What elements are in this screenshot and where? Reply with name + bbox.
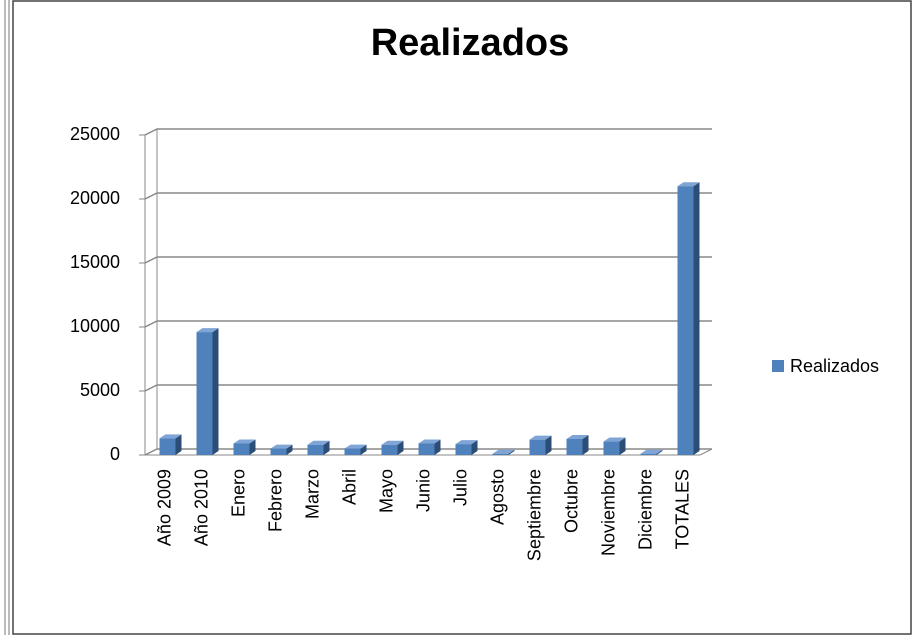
floor-edge (699, 448, 713, 456)
grid-line (144, 128, 712, 136)
bar-front (159, 438, 176, 455)
bar-front (492, 453, 509, 455)
bar-top (270, 444, 293, 449)
bar (344, 444, 367, 455)
bar-front (233, 443, 250, 455)
bar-front (344, 448, 361, 455)
bar-top (233, 439, 256, 444)
bar-side (508, 449, 515, 455)
x-tick-label: Junio (413, 469, 433, 512)
bar-side (212, 328, 219, 455)
bar (492, 449, 515, 455)
bar-top (344, 444, 367, 449)
bar-side (286, 444, 293, 455)
bar (307, 440, 330, 455)
bar-top (492, 449, 515, 454)
x-tick-label: Enero (228, 469, 248, 517)
bar (233, 439, 256, 455)
bar-side (175, 434, 182, 455)
x-tick-label: Marzo (302, 469, 322, 519)
bar-front (270, 448, 287, 455)
bar-top (640, 449, 663, 454)
grid-line (144, 320, 712, 328)
y-tick-label: 0 (110, 444, 120, 464)
bar-top (677, 182, 700, 187)
grid-line (144, 256, 712, 264)
grid-line (144, 448, 712, 456)
x-tick-label: Mayo (376, 469, 396, 513)
bar-top (455, 440, 478, 445)
bar-side (656, 449, 663, 455)
legend-swatch (772, 360, 784, 372)
bar-front (640, 453, 657, 455)
bar-side (545, 435, 552, 455)
x-tick-label: Año 2010 (191, 469, 211, 546)
bar (677, 182, 700, 455)
x-tick-label: Diciembre (635, 469, 655, 550)
bar-side (397, 440, 404, 455)
x-tick-label: Abril (339, 469, 359, 505)
x-tick-label: TOTALES (672, 469, 692, 549)
chart-title: Realizados (371, 22, 570, 64)
legend-label: Realizados (790, 356, 879, 376)
x-tick-label: Septiembre (524, 469, 544, 561)
bar-front (381, 444, 398, 455)
bar-top (159, 434, 182, 439)
bar-side (434, 439, 441, 455)
y-tick-label: 15000 (70, 252, 120, 272)
bar (270, 444, 293, 455)
bar-side (582, 435, 589, 455)
bar-front (566, 439, 583, 455)
x-tick-label: Agosto (487, 469, 507, 525)
grid-line (144, 192, 712, 200)
bar-top (603, 437, 626, 442)
bar (159, 434, 182, 455)
bar-front (603, 441, 620, 455)
bar-top (196, 328, 219, 333)
bar (455, 440, 478, 455)
x-tick-label: Julio (450, 469, 470, 506)
bar-side (619, 437, 626, 455)
bar (640, 449, 663, 455)
bar-top (418, 439, 441, 444)
bar-front (418, 443, 435, 455)
bar (418, 439, 441, 455)
bar-top (566, 435, 589, 439)
bar (381, 440, 404, 455)
bar-front (307, 444, 324, 455)
x-tick-label: Noviembre (598, 469, 618, 556)
bar-top (529, 435, 552, 440)
bar-front (455, 444, 472, 455)
bar-side (693, 182, 700, 455)
y-tick-label: 5000 (80, 380, 120, 400)
bar-side (249, 439, 256, 455)
bar (566, 435, 589, 455)
chart-border (12, 0, 912, 635)
y-tick-label: 20000 (70, 188, 120, 208)
bar-front (196, 332, 213, 455)
bar (603, 437, 626, 455)
x-tick-label: Febrero (265, 469, 285, 532)
bar-top (381, 440, 404, 445)
bar (196, 328, 219, 455)
bar (529, 435, 552, 455)
x-tick-label: Año 2009 (154, 469, 174, 546)
bar-front (677, 186, 694, 455)
bar-side (360, 444, 367, 455)
bar-top (307, 440, 330, 445)
y-tick-label: 25000 (70, 124, 120, 144)
x-tick-label: Octubre (561, 469, 581, 533)
y-tick-label: 10000 (70, 316, 120, 336)
bar-front (529, 439, 546, 455)
bar-side (323, 440, 330, 455)
grid-line (144, 384, 712, 392)
bar-side (471, 440, 478, 455)
